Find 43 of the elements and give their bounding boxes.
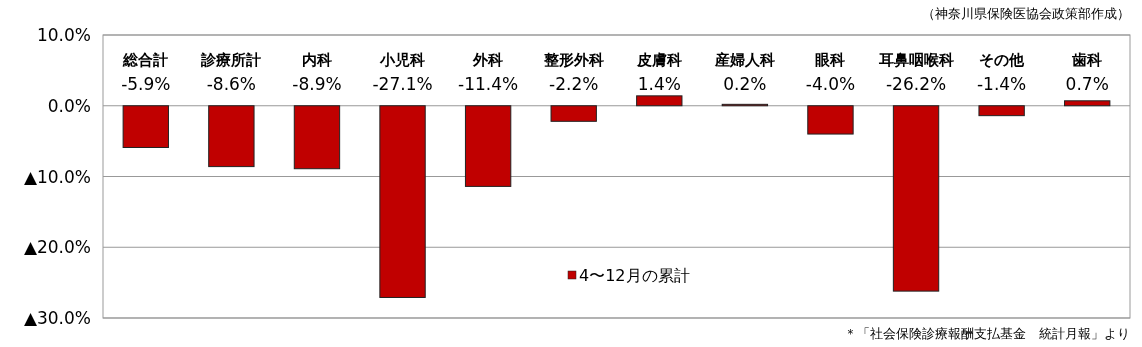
x-tick-label: その他	[979, 51, 1026, 69]
data-label: -27.1%	[372, 74, 433, 94]
data-label: -8.6%	[206, 74, 257, 94]
x-tick-label: 診療所計	[200, 51, 262, 69]
data-label: 0.7%	[1065, 74, 1109, 94]
bar	[978, 105, 1025, 117]
data-label: 1.4%	[637, 74, 681, 94]
x-tick-label: 内科	[301, 51, 332, 69]
bar	[208, 105, 255, 168]
x-tick-label: 産婦人科	[713, 51, 775, 69]
data-label: -8.9%	[292, 74, 342, 94]
x-tick-label: 皮膚科	[635, 51, 682, 69]
y-tick-label: ▲30.0%	[23, 308, 91, 328]
legend-label: 4〜12月の累計	[579, 266, 690, 285]
data-label: -11.4%	[458, 74, 519, 94]
bar	[1064, 100, 1111, 107]
x-tick-label: 外科	[472, 51, 504, 69]
x-tick-label: 耳鼻咽喉科	[877, 51, 954, 69]
y-tick-label: 10.0%	[36, 25, 91, 45]
x-tick-label: 歯科	[1071, 51, 1103, 69]
text: （神奈川県保険医協会政策部作成）	[922, 6, 1130, 21]
bar	[293, 105, 341, 170]
bar	[550, 105, 597, 122]
data-label: -26.2%	[885, 74, 947, 94]
text: ＊「社会保険診療報酬支払基金 統計月報」より	[844, 326, 1130, 341]
data-label: -2.2%	[549, 74, 599, 94]
bar	[807, 105, 854, 135]
y-tick-label: ▲20.0%	[23, 237, 91, 258]
data-label: 0.2%	[723, 74, 767, 94]
x-tick-label: 総合計	[122, 51, 169, 69]
x-tick-label: 整形外科	[542, 51, 604, 69]
bar	[892, 105, 940, 292]
y-tick-label: 0.0%	[47, 95, 91, 116]
x-tick-label: 眼科	[815, 51, 846, 69]
data-label: -1.4%	[976, 74, 1027, 94]
data-label: -4.0%	[805, 74, 856, 94]
bar	[636, 95, 683, 107]
bar	[122, 105, 169, 148]
x-tick-label: 小児科	[379, 51, 426, 69]
bar	[464, 105, 512, 187]
data-label: -5.9%	[121, 74, 171, 94]
y-tick-label: ▲10.0%	[23, 166, 91, 187]
bar	[379, 105, 426, 298]
